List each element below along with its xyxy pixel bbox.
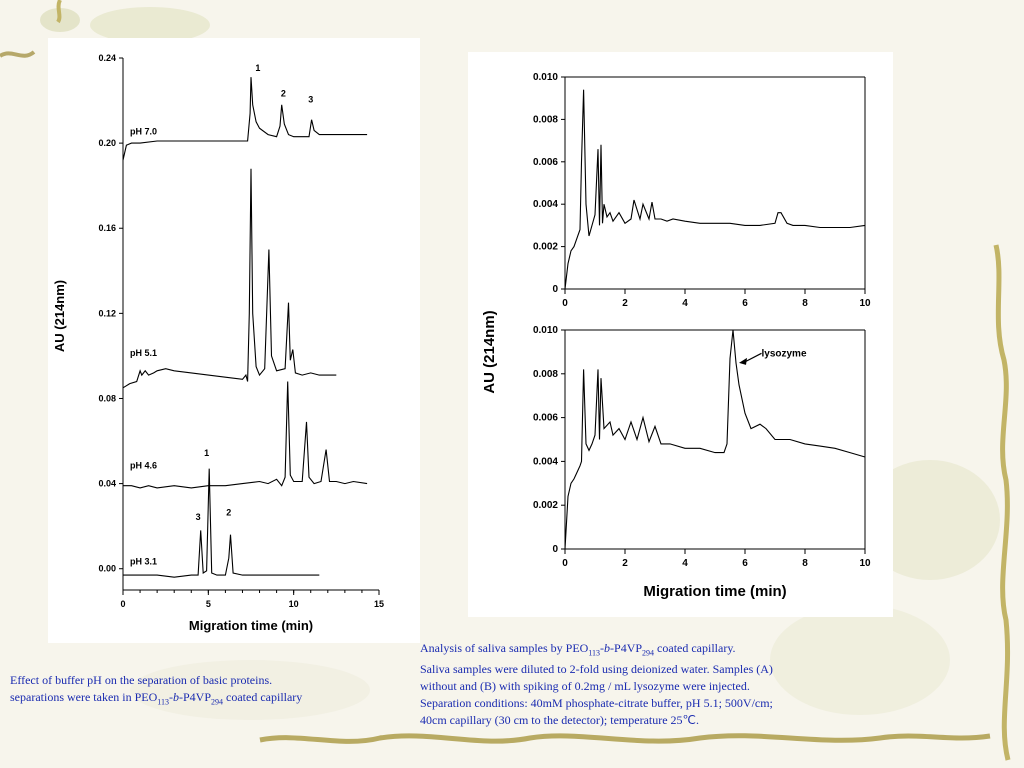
left-caption: Effect of buffer pH on the separation of… <box>10 672 390 710</box>
right-chart: 0 2 4 6 8 10 0 0.002 0.004 0.006 0.008 0.010 AU (214… <box>481 72 871 600</box>
panel-b-x-tick-label: 4 <box>682 558 688 569</box>
panel-b-x-tick-label: 8 <box>802 558 808 569</box>
right-caption-line-2: Saliva samples were diluted to 2-fold us… <box>420 662 773 677</box>
lysozyme-arrow-head <box>739 357 747 365</box>
left-series-line-0 <box>122 77 368 161</box>
panel-b-y-tick-label: 0.006 <box>533 413 558 424</box>
panel-b-x-tick-label: 2 <box>622 558 628 569</box>
panel-b-x-tick-label: 10 <box>859 558 871 569</box>
panel-b-x-label: Migration time (min) <box>643 583 786 600</box>
left-series-line-3 <box>123 468 320 578</box>
panel-b-annotation: lysozyme <box>761 348 806 359</box>
left-annotation: pH 4.6 <box>130 461 157 471</box>
left-chart-panel: 0 5 10 15 0.00 0.04 0.08 0.12 0.16 0.20 0.24 1 2 3 pH … <box>48 38 420 643</box>
left-annotation: pH 7.0 <box>130 127 157 137</box>
left-annotation: 1 <box>255 63 260 73</box>
left-y-label: AU (214nm) <box>52 280 67 352</box>
left-annotation: 2 <box>281 88 286 98</box>
left-annotation: pH 5.1 <box>130 348 157 358</box>
panel-a-x-tick-label: 4 <box>682 298 688 309</box>
panel-a-y-tick-label: 0.008 <box>533 114 558 125</box>
panel-a-y-label: AU (214nm) <box>481 310 498 393</box>
panel-a-x-tick-label: 6 <box>742 298 748 309</box>
left-caption-line-1: Effect of buffer pH on the separation of… <box>10 673 273 687</box>
panel-a-x-tick-label: 10 <box>859 298 871 309</box>
panel-b-y-tick-label: 0 <box>552 544 558 555</box>
right-caption-line-1: Analysis of saliva samples by PEO113-b-P… <box>420 641 736 658</box>
left-y-tick-label: 0.08 <box>98 393 116 403</box>
left-x-tick-label: 15 <box>374 599 384 609</box>
right-caption-line-5: 40cm capillary (30 cm to the detector); … <box>420 713 700 728</box>
left-y-tick-label: 0.04 <box>98 479 116 489</box>
left-series-line-1 <box>122 168 337 389</box>
panel-a-y-tick-label: 0.010 <box>533 72 558 83</box>
left-y-tick-label: 0.16 <box>98 223 116 233</box>
panel-a-x-tick-label: 2 <box>622 298 628 309</box>
left-y-tick-label: 0.00 <box>98 564 116 574</box>
left-chart: 0 5 10 15 0.00 0.04 0.08 0.12 0.16 0.20 0.24 1 2 3 pH … <box>52 53 384 633</box>
left-caption-line-2: separations were taken in PEO113-b-P4VP2… <box>10 690 303 707</box>
panel-a-y-tick-label: 0 <box>552 284 558 295</box>
left-y-tick-label: 0.20 <box>98 138 116 148</box>
left-x-tick-label: 5 <box>206 599 211 609</box>
right-caption: Analysis of saliva samples by PEO113-b-P… <box>420 640 860 729</box>
panel-b-y-tick-label: 0.010 <box>533 325 558 336</box>
left-annotation: pH 3.1 <box>130 556 157 566</box>
left-annotation: 3 <box>308 95 313 105</box>
left-plot: 0 5 10 15 0.00 0.04 0.08 0.12 0.16 0.20 0.24 1 2 3 pH … <box>52 53 384 633</box>
panel-b-y-tick-label: 0.008 <box>533 369 558 380</box>
left-y-tick-label: 0.12 <box>98 308 116 318</box>
panel-b-y-tick-label: 0.002 <box>533 500 558 511</box>
left-series-line-2 <box>123 381 368 489</box>
left-annotation: 2 <box>226 508 231 518</box>
left-y-tick-label: 0.24 <box>98 53 116 63</box>
panel-a-y-tick-label: 0.002 <box>533 242 558 253</box>
panel-a-y-tick-label: 0.004 <box>533 199 558 210</box>
panel-b-x-tick-label: 6 <box>742 558 748 569</box>
left-x-tick-label: 0 <box>120 599 125 609</box>
panel-b-y-tick-label: 0.004 <box>533 456 558 467</box>
panel-a-plot: 0 2 4 6 8 10 0 0.002 0.004 0.006 0.008 0.010 AU (214… <box>481 72 871 394</box>
left-x-tick-label: 10 <box>289 599 299 609</box>
left-x-label: Migration time (min) <box>189 618 313 633</box>
panel-a-y-tick-label: 0.006 <box>533 157 558 168</box>
panel-b-plot: 0 2 4 6 8 10 0 0.002 0.004 0.006 0.008 0.010 lysozym… <box>533 325 871 600</box>
left-annotation: 3 <box>196 512 201 522</box>
panel-a-series-line-0 <box>564 89 866 290</box>
right-caption-line-4: Separation conditions: 40mM phosphate-ci… <box>420 696 773 711</box>
panel-b-x-tick-label: 0 <box>562 558 568 569</box>
panel-b-series-line-0 <box>564 329 866 550</box>
right-chart-panel: 0 2 4 6 8 10 0 0.002 0.004 0.006 0.008 0.010 AU (214… <box>468 52 893 617</box>
panel-a-x-tick-label: 8 <box>802 298 808 309</box>
panel-a-x-tick-label: 0 <box>562 298 568 309</box>
right-caption-line-3: without and (B) with spiking of 0.2mg / … <box>420 679 750 694</box>
left-annotation: 1 <box>204 448 209 458</box>
